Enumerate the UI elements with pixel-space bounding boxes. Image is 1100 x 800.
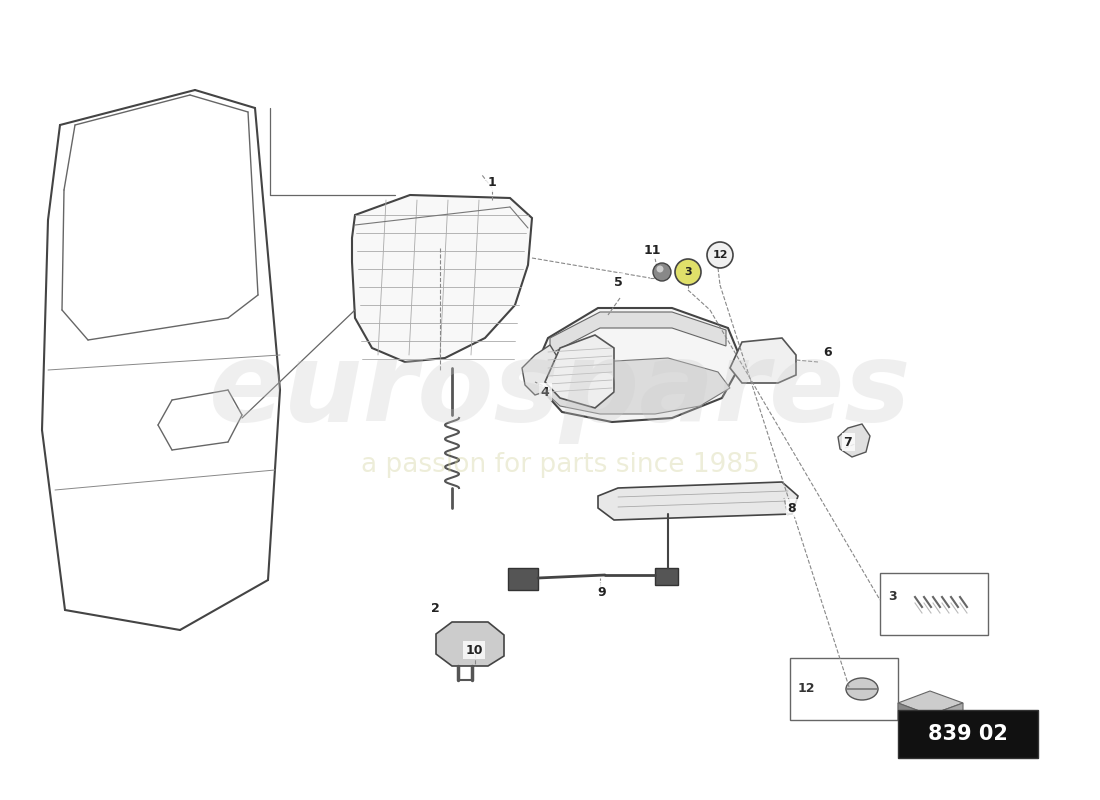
Polygon shape — [546, 358, 730, 414]
Text: 10: 10 — [465, 643, 483, 657]
Polygon shape — [544, 335, 614, 408]
Bar — [898, 710, 1038, 758]
Text: 7: 7 — [844, 435, 852, 449]
Text: 12: 12 — [798, 682, 815, 695]
Text: 6: 6 — [824, 346, 833, 358]
Polygon shape — [898, 703, 929, 732]
Text: 1: 1 — [487, 177, 496, 190]
Polygon shape — [522, 345, 558, 395]
Text: 4: 4 — [540, 386, 549, 398]
Text: 12: 12 — [713, 250, 728, 260]
Text: 3: 3 — [684, 267, 692, 277]
Polygon shape — [508, 568, 538, 590]
Text: eurospares: eurospares — [209, 337, 911, 443]
Bar — [790, 658, 898, 720]
Text: 5: 5 — [614, 275, 623, 289]
Polygon shape — [436, 622, 504, 666]
Circle shape — [707, 242, 733, 268]
Polygon shape — [598, 482, 798, 520]
Text: 839 02: 839 02 — [928, 724, 1008, 744]
Text: a passion for parts since 1985: a passion for parts since 1985 — [361, 452, 759, 478]
Text: 3: 3 — [888, 590, 896, 603]
Polygon shape — [352, 195, 532, 362]
Text: 9: 9 — [597, 586, 606, 598]
Text: 11: 11 — [644, 243, 661, 257]
Polygon shape — [550, 312, 726, 354]
Polygon shape — [654, 568, 678, 585]
Polygon shape — [730, 338, 796, 383]
Polygon shape — [930, 703, 962, 732]
Bar — [880, 573, 988, 635]
Circle shape — [675, 259, 701, 285]
Text: 2: 2 — [430, 602, 439, 614]
Polygon shape — [838, 424, 870, 457]
Circle shape — [653, 263, 671, 281]
Polygon shape — [540, 308, 743, 422]
Text: 8: 8 — [788, 502, 796, 514]
Polygon shape — [898, 691, 962, 715]
Circle shape — [657, 266, 663, 273]
Ellipse shape — [846, 678, 878, 700]
